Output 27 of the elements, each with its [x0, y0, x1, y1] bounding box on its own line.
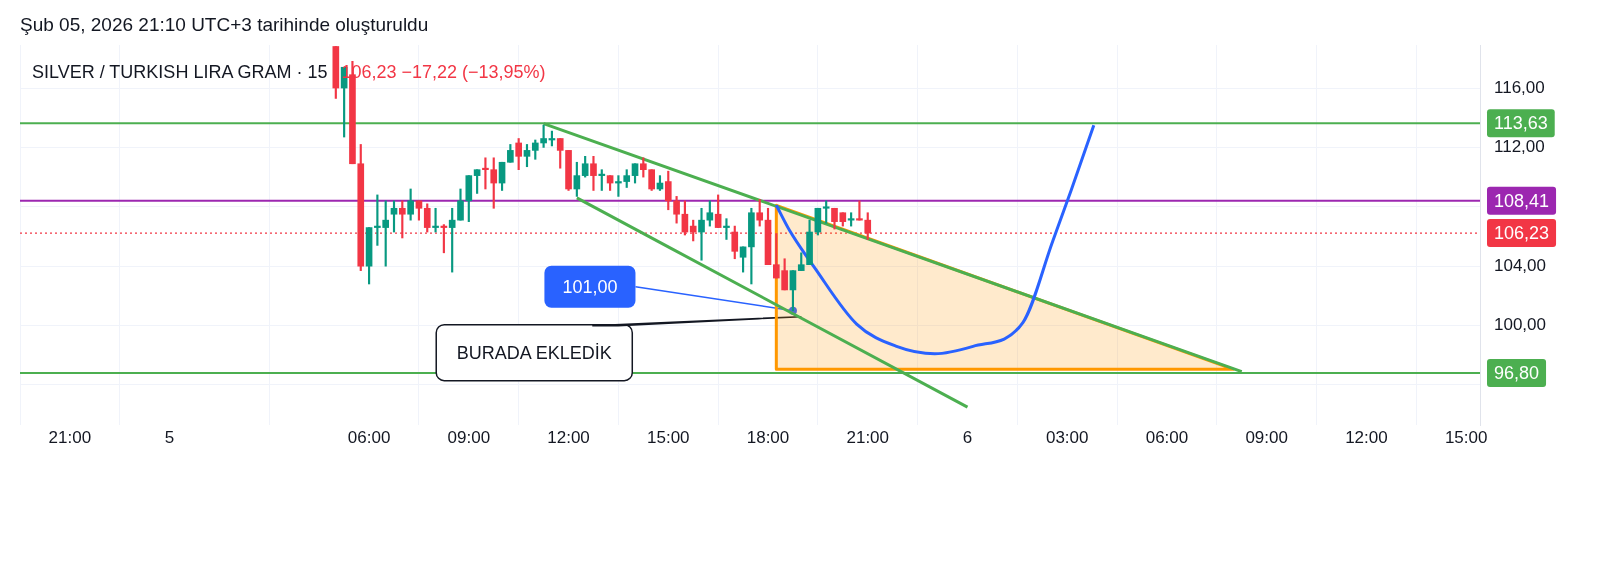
- x-tick-label: 06:00: [347, 427, 391, 447]
- x-tick-label: 06:00: [1145, 427, 1189, 447]
- x-tick-label: 15:00: [1444, 427, 1488, 447]
- annotation: 101,00: [562, 276, 618, 297]
- x-tick-label: 09:00: [447, 427, 491, 447]
- annotation: BURADA EKLEDİK: [456, 342, 612, 363]
- y-tick-label: 104,00: [1494, 255, 1546, 275]
- x-tick-label: 15:00: [647, 427, 690, 447]
- line-series: [774, 123, 1096, 356]
- x-tick-label: 12:00: [547, 427, 590, 447]
- chart-title: Şub 05, 2026 21:10 UTC+3 tarihinde oluşturuldu: [20, 14, 429, 36]
- y-tick-label: 116,00: [1494, 77, 1545, 97]
- ref-line-label: 106,23: [1494, 223, 1550, 244]
- x-tick-label: 21:00: [846, 427, 890, 447]
- x-tick-label: 5: [164, 427, 175, 447]
- x-tick-label: 21:00: [48, 427, 92, 447]
- x-tick-label: 18:00: [746, 427, 790, 447]
- x-tick-label: 6: [962, 427, 973, 447]
- ref-line-label: 108,41: [1494, 190, 1550, 211]
- ref-line-label: 96,80: [1494, 363, 1540, 384]
- ref-line-label: 113,63: [1494, 113, 1548, 134]
- x-tick-label: 09:00: [1245, 427, 1288, 447]
- x-tick-label: 12:00: [1345, 427, 1388, 447]
- x-tick-label: 03:00: [1045, 427, 1089, 447]
- y-tick-label: 100,00: [1494, 315, 1546, 335]
- y-tick-label: 112,00: [1494, 137, 1545, 157]
- text: SILVER / TURKISH LIRA GRAM · 15: [32, 62, 328, 82]
